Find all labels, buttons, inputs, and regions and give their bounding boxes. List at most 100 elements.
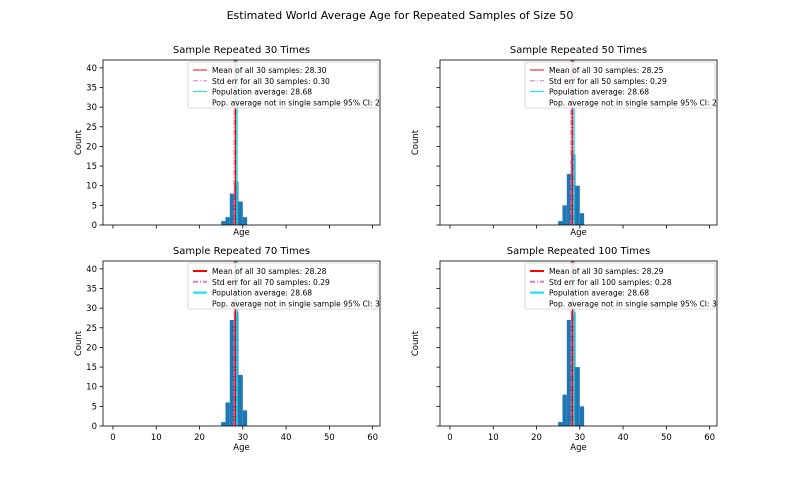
y-tick-label: 10	[86, 182, 97, 192]
histogram-bar	[242, 217, 248, 225]
y-axis-label: Count	[411, 129, 421, 155]
y-tick-label: 20	[86, 142, 97, 152]
histogram-bar	[242, 410, 248, 426]
axes-frame	[439, 260, 718, 427]
legend-entry: Population average: 28.68	[549, 88, 649, 97]
axes-frame	[102, 260, 381, 427]
legend-box	[187, 61, 379, 109]
legend: Mean of all 30 samples: 28.28 Std err for…	[187, 262, 380, 310]
y-axis-label: Count	[411, 330, 421, 356]
figure-title: Estimated World Average Age for Repeated…	[227, 9, 574, 22]
y-tick-label: 15	[86, 363, 97, 373]
panel-title: Sample Repeated 50 Times	[510, 45, 647, 56]
y-tick-label: 40	[86, 265, 97, 275]
legend-entry: Pop. average not in single sample 95% CI…	[212, 299, 380, 308]
histogram-bar	[229, 319, 235, 426]
histogram-bar	[558, 221, 563, 225]
x-tick-label: 60	[704, 433, 715, 443]
y-tick-label: 0	[92, 422, 97, 432]
legend-entry: Population average: 28.68	[549, 289, 649, 298]
histogram-bar	[229, 193, 235, 225]
legend-entry: Pop. average not in single sample 95% CI…	[549, 98, 717, 107]
x-axis-label: Age	[570, 228, 586, 238]
histogram-bar	[579, 406, 585, 426]
legend: Mean of all 30 samples: 28.25 Std err for…	[524, 61, 717, 109]
axes-frame	[102, 59, 381, 226]
panel-title: Sample Repeated 70 Times	[173, 246, 310, 257]
histogram-bar	[575, 185, 580, 225]
y-tick-label: 35	[86, 84, 97, 94]
legend-entry: Pop. average not in single sample 95% CI…	[212, 98, 380, 107]
x-tick-label: 20	[194, 433, 205, 443]
y-tick-label: 25	[86, 324, 97, 334]
histogram-bar	[579, 213, 585, 225]
y-tick-label: 10	[86, 383, 97, 393]
legend-entry: Std err for all 100 samples: 0.28	[549, 278, 672, 287]
histogram-bar	[566, 173, 572, 225]
histogram-bar	[234, 312, 239, 426]
y-tick-label: 15	[86, 162, 97, 172]
y-tick-label: 30	[86, 103, 97, 113]
x-tick-label: 50	[324, 433, 335, 443]
x-tick-label: 20	[531, 433, 542, 443]
x-tick-label: 10	[151, 433, 162, 443]
legend: Mean of all 30 samples: 28.29 Std err for…	[524, 262, 717, 310]
histogram-bar	[558, 422, 563, 426]
legend-box	[524, 61, 716, 109]
legend-entry: Std err for all 30 samples: 0.30	[212, 77, 330, 86]
y-tick-label: 0	[92, 221, 97, 231]
histogram-bar	[571, 312, 576, 426]
histogram-bar	[225, 402, 230, 426]
x-tick-label: 40	[618, 433, 629, 443]
panel-title: Sample Repeated 30 Times	[173, 45, 310, 56]
y-tick-label: 40	[86, 64, 97, 74]
legend-entry: Mean of all 30 samples: 28.28	[212, 267, 327, 276]
histogram-bar	[225, 217, 230, 225]
y-axis-label: Count	[74, 330, 84, 356]
x-tick-label: 60	[367, 433, 378, 443]
y-tick-label: 30	[86, 304, 97, 314]
panel-1: Sample Repeated 30 Times 0 5 10 15 20 25 30 35 40…	[74, 45, 381, 238]
y-tick-label: 25	[86, 123, 97, 133]
y-axis-label: Count	[74, 129, 84, 155]
histogram-bar	[562, 394, 567, 426]
histogram-bar	[575, 367, 580, 426]
x-axis-label: Age	[233, 228, 249, 238]
x-tick-label: 30	[237, 433, 248, 443]
histogram-bar	[566, 319, 572, 426]
legend-box	[524, 262, 716, 310]
x-axis-label: Age	[570, 443, 586, 453]
legend: Mean of all 30 samples: 28.30 Std err for…	[187, 61, 380, 109]
histogram-bar	[221, 221, 226, 225]
legend-entry: Std err for all 50 samples: 0.29	[549, 77, 667, 86]
x-tick-label: 10	[488, 433, 499, 443]
x-axis-label: Age	[233, 443, 249, 453]
histogram-bar	[238, 374, 243, 426]
legend-entry: Mean of all 30 samples: 28.25	[549, 66, 664, 75]
legend-entry: Mean of all 30 samples: 28.29	[549, 267, 664, 276]
x-tick-label: 30	[574, 433, 585, 443]
legend-entry: Population average: 28.68	[212, 289, 312, 298]
histogram-bar	[571, 154, 576, 225]
y-tick-label: 20	[86, 343, 97, 353]
y-tick-label: 35	[86, 285, 97, 295]
y-tick-label: 5	[92, 201, 97, 211]
legend-box	[187, 262, 379, 310]
legend-entry: Std err for all 70 samples: 0.29	[212, 278, 330, 287]
x-tick-label: 40	[281, 433, 292, 443]
legend-entry: Mean of all 30 samples: 28.30	[212, 66, 327, 75]
legend-entry: Population average: 28.68	[212, 88, 312, 97]
y-tick-label: 5	[92, 402, 97, 412]
x-tick-label: 50	[661, 433, 672, 443]
histogram-bar	[221, 422, 226, 426]
legend-entry: Pop. average not in single sample 95% CI…	[549, 299, 717, 308]
panel-3: Sample Repeated 70 Times 0 10 20 30 40 50 60 0 5 1…	[74, 246, 381, 453]
x-tick-label: 0	[447, 433, 452, 443]
axes-frame	[439, 59, 718, 226]
histogram-bar	[238, 201, 243, 225]
panel-title: Sample Repeated 100 Times	[507, 246, 651, 257]
panel-2: Sample Repeated 50 Times Age Count Mean of …	[411, 45, 718, 238]
histogram-bar	[562, 205, 567, 225]
x-tick-label: 0	[110, 433, 115, 443]
